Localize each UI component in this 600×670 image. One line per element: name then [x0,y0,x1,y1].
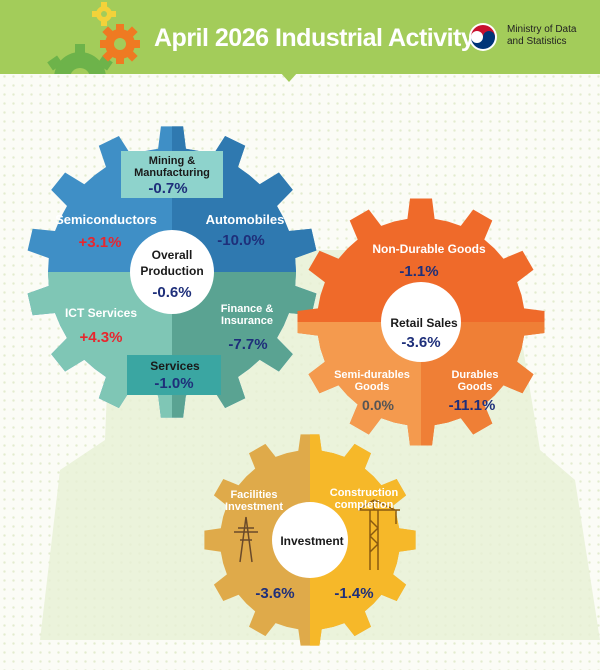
durable-label-line1: Durables [451,369,498,381]
durable-value: -11.1% [449,397,496,414]
services-value: -1.0% [154,375,193,392]
finance-label-line1: Finance & [221,303,274,315]
header-gear-yellow-icon [92,2,116,26]
automobiles-value: -10.0% [217,232,265,249]
facilities-label-line1: Facilities [230,489,277,501]
ministry-emblem-icon [469,23,497,51]
ict-label: ICT Services [65,306,137,320]
investment-center-label: Investment [280,534,343,548]
header-gear-green-icon [47,44,113,74]
header-gear-orange-icon [100,24,140,64]
services-label-box [127,355,221,395]
production-hub [130,230,214,314]
mining-label-box [121,151,223,198]
production-center-value: -0.6% [152,284,191,301]
header-pointer [280,72,298,82]
construction-value: -1.4% [334,585,373,602]
facilities-value: -3.6% [255,585,294,602]
retail-center-label: Retail Sales [390,316,458,330]
nondurable-label: Non-Durable Goods [372,242,486,256]
production-center-label-line2: Production [140,264,203,278]
production-center-label-line1: Overall [152,248,193,262]
semiconductors-value: +3.1% [79,234,122,251]
page-title: April 2026 Industrial Activity [154,24,475,52]
construction-label-line1: Construction [330,487,399,499]
ict-value: +4.3% [80,329,123,346]
retail-center-value: -3.6% [401,334,440,351]
mining-label-line1: Mining & [149,155,195,167]
construction-label-line2: completion [335,499,394,511]
mining-label-line2: Manufacturing [134,167,210,179]
semiconductors-label: Semiconductors [55,212,157,227]
nondurable-value: -1.1% [399,263,438,280]
durable-label-line2: Goods [458,381,493,393]
automobiles-label: Automobiles [206,212,285,227]
header-banner: April 2026 Industrial Activity Ministry … [0,0,600,74]
investment-hub [272,502,348,578]
transmission-tower-icon [234,516,258,563]
ministry-name: Ministry of Data and Statistics [507,24,577,47]
finance-label-line2: Insurance [221,315,273,327]
finance-value: -7.7% [228,336,267,353]
semidurable-label-line1: Semi-durables [334,369,410,381]
semidurable-value: 0.0% [362,397,394,413]
services-label: Services [150,359,200,373]
crane-icon [357,499,400,570]
gears-icon [47,2,140,74]
retail-hub [381,282,461,362]
semidurable-label-line2: Goods [355,381,390,393]
mining-value: -0.7% [148,180,187,197]
facilities-label-line2: Investment [225,501,283,513]
